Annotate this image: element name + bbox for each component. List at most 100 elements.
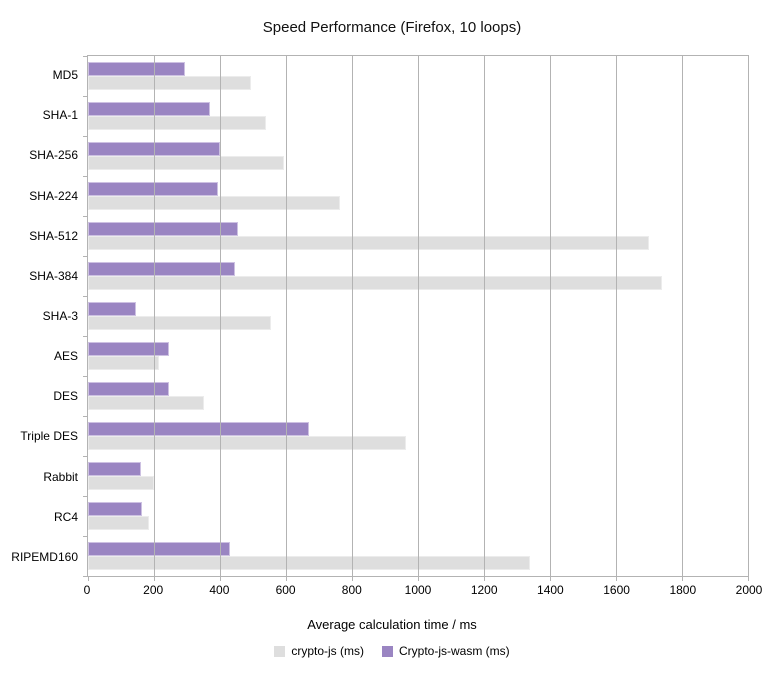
y-label-SHA-224: SHA-224 (29, 188, 78, 203)
y-label-SHA-512: SHA-512 (29, 228, 78, 243)
gridline-x-1600 (616, 56, 617, 576)
bar-crypto-js-wasm-RC4 (88, 502, 143, 516)
x-tick-label-400: 400 (209, 583, 230, 597)
x-tick-mark-2000 (747, 576, 749, 581)
y-tick-mark-3 (83, 176, 88, 177)
bar-row-DES (88, 376, 748, 416)
y-label-RIPEMD160: RIPEMD160 (11, 549, 78, 564)
x-tick-label-800: 800 (341, 583, 362, 597)
y-label-Rabbit: Rabbit (43, 469, 78, 484)
bar-row-SHA-384 (88, 256, 748, 296)
bar-crypto-js-RIPEMD160 (88, 556, 531, 570)
y-label-Triple DES: Triple DES (20, 429, 78, 444)
y-label-SHA-3: SHA-3 (42, 309, 78, 324)
bar-crypto-js-wasm-MD5 (88, 62, 186, 76)
y-tick-mark-6 (83, 296, 88, 297)
legend-label-crypto-js-wasm: Crypto-js-wasm (ms) (399, 644, 510, 658)
gridline-x-1200 (484, 56, 485, 576)
gridline-x-200 (154, 56, 155, 576)
y-tick-mark-10 (83, 456, 88, 457)
x-tick-label-2000: 2000 (735, 583, 763, 597)
x-tick-mark-1200 (483, 576, 485, 581)
bar-crypto-js-AES (88, 356, 159, 370)
gridline-x-800 (352, 56, 353, 576)
x-tick-mark-800 (351, 576, 353, 581)
bar-row-AES (88, 336, 748, 376)
bar-row-RIPEMD160 (88, 536, 748, 576)
x-tick-label-1600: 1600 (603, 583, 630, 597)
x-tick-label-1200: 1200 (470, 583, 498, 597)
bar-crypto-js-MD5 (88, 76, 252, 90)
legend-label-crypto-js: crypto-js (ms) (291, 644, 364, 658)
bar-crypto-js-wasm-Rabbit (88, 462, 141, 476)
bar-crypto-js-SHA-224 (88, 196, 341, 210)
bar-row-RC4 (88, 496, 748, 536)
bar-row-SHA-3 (88, 296, 748, 336)
y-label-RC4: RC4 (53, 509, 78, 524)
y-label-AES: AES (53, 349, 78, 364)
bar-crypto-js-wasm-AES (88, 342, 169, 356)
x-axis-tick-labels: 0 200 400 600 800 1000 1200 1400 1600 1800 2000 (83, 583, 763, 597)
plot-area (83, 55, 749, 581)
bar-crypto-js-SHA-3 (88, 316, 272, 330)
bar-crypto-js-wasm-SHA-224 (88, 182, 219, 196)
bar-rows (88, 56, 748, 576)
x-tick-label-1400: 1400 (537, 583, 564, 597)
x-axis-title: Average calculation time / ms (307, 617, 477, 632)
bar-crypto-js-SHA-256 (88, 156, 285, 170)
x-tick-mark-400 (219, 576, 221, 581)
bar-crypto-js-wasm-DES (88, 382, 169, 396)
chart-area: MD5 SHA-1 SHA-256 SHA-224 SHA-512 SHA-384 SHA-… (0, 55, 784, 581)
bar-crypto-js-wasm-Triple DES (88, 422, 310, 436)
x-tick-label-1000: 1000 (404, 583, 432, 597)
bar-row-MD5 (88, 56, 748, 96)
bar-crypto-js-Triple DES (88, 436, 407, 450)
x-tick-label-0: 0 (83, 583, 91, 597)
bar-row-SHA-224 (88, 176, 748, 216)
bar-crypto-js-DES (88, 396, 204, 410)
bar-crypto-js-wasm-SHA-1 (88, 102, 211, 116)
legend-swatch-crypto-js-wasm (382, 645, 393, 657)
bar-crypto-js-wasm-RIPEMD160 (88, 542, 230, 556)
x-tick-mark-600 (285, 576, 287, 581)
y-label-SHA-1: SHA-1 (42, 108, 78, 123)
gridline-x-400 (220, 56, 221, 576)
bar-crypto-js-wasm-SHA-3 (88, 302, 136, 316)
x-tick-mark-200 (153, 576, 155, 581)
y-tick-mark-0 (83, 56, 88, 57)
x-tick-label-600: 600 (275, 583, 296, 597)
x-tick-mark-0 (87, 576, 89, 581)
y-label-SHA-256: SHA-256 (29, 148, 78, 163)
y-tick-mark-11 (83, 496, 88, 497)
y-tick-mark-4 (83, 216, 88, 217)
gridline-x-1400 (550, 56, 551, 576)
y-tick-mark-end (83, 576, 88, 577)
y-tick-mark-9 (83, 416, 88, 417)
bar-row-Triple DES (88, 416, 748, 456)
x-tick-mark-1000 (417, 576, 419, 581)
legend-item-crypto-js: crypto-js (ms) (274, 644, 364, 658)
x-tick-mark-1400 (549, 576, 551, 581)
x-tick-mark-1600 (615, 576, 617, 581)
bar-crypto-js-wasm-SHA-384 (88, 262, 235, 276)
y-label-DES: DES (53, 389, 78, 404)
legend-swatch-crypto-js (274, 645, 286, 657)
gridline-x-600 (286, 56, 287, 576)
y-tick-mark-5 (83, 256, 88, 257)
bar-crypto-js-SHA-384 (88, 276, 663, 290)
y-tick-mark-2 (83, 136, 88, 137)
y-tick-mark-1 (83, 96, 88, 97)
chart-title: Speed Performance (Firefox, 10 loops) (262, 19, 522, 36)
legend-item-crypto-js-wasm: Crypto-js-wasm (ms) (382, 644, 510, 658)
y-axis-category-labels: MD5 SHA-1 SHA-256 SHA-224 SHA-512 SHA-384 SHA-… (0, 55, 87, 577)
gridline-x-1000 (418, 56, 419, 576)
x-tick-mark-1800 (681, 576, 683, 581)
legend: crypto-js (ms) Crypto-js-wasm (ms) (0, 644, 784, 658)
bar-crypto-js-SHA-512 (88, 236, 649, 250)
bar-crypto-js-SHA-1 (88, 116, 267, 130)
y-tick-mark-7 (83, 336, 88, 337)
y-tick-mark-12 (83, 536, 88, 537)
x-tick-label-200: 200 (143, 583, 164, 597)
bar-crypto-js-RC4 (88, 516, 150, 530)
bar-crypto-js-wasm-SHA-512 (88, 222, 239, 236)
